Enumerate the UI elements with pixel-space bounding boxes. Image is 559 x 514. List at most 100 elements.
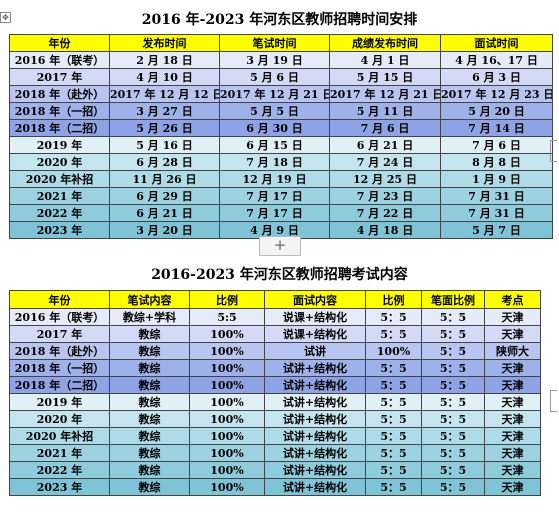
- column-header: 笔面比例: [421, 290, 485, 309]
- table-cell: 5 月 26 日: [109, 119, 220, 137]
- table-cell: 3 月 19 日: [219, 51, 330, 69]
- table-resize-handle-2[interactable]: [550, 390, 557, 412]
- table-cell: 5：5: [421, 444, 485, 462]
- table-cell: 5 月 6 日: [219, 68, 330, 86]
- table-cell: 2021 年: [9, 444, 110, 462]
- table-cell: 2017 年 12 月 23 日: [440, 85, 553, 103]
- table-row: 2021 年教综 100% 试讲+结构化 5：5 5：5 天津: [9, 444, 541, 462]
- table2-title: 2016-2023 年河东区教师招聘考试内容: [151, 267, 408, 283]
- table-cell: 天津: [484, 427, 541, 445]
- table-cell: 4 月 18 日: [329, 221, 441, 239]
- table-cell: 5 月 15 日: [329, 68, 441, 86]
- table-cell: 7 月 22 日: [329, 204, 441, 222]
- table-move-handle-icon[interactable]: ✥: [0, 12, 11, 23]
- table-cell: 教综: [109, 359, 190, 377]
- table-cell: 2018 年（赴外）: [9, 342, 110, 360]
- table-cell: 100%: [189, 478, 265, 496]
- table-cell: 6 月 3 日: [440, 68, 553, 86]
- table-cell: 7 月 31 日: [440, 187, 553, 205]
- column-header: 年份: [9, 34, 110, 52]
- table-cell: 2017 年 12 月 21 日: [219, 85, 330, 103]
- table-cell: 3 月 20 日: [109, 221, 220, 239]
- table-cell: 6 月 29 日: [109, 187, 220, 205]
- table-cell: 2020 年: [9, 410, 110, 428]
- table-row: 2019 年教综 100% 试讲+结构化 5：5 5：5 天津: [9, 393, 541, 411]
- table-cell: 4 月 10 日: [109, 68, 220, 86]
- table-row: 2023 年教综 100% 试讲+结构化 5：5 5：5 天津: [9, 478, 541, 496]
- table-cell: 5：5: [365, 461, 422, 479]
- column-header: 笔试内容: [109, 290, 190, 309]
- table-cell: 2018 年（赴外）: [9, 85, 110, 103]
- table-cell: 天津: [484, 393, 541, 411]
- table-cell: 4 月 9 日: [219, 221, 330, 239]
- table-cell: 100%: [365, 342, 422, 360]
- table-cell: 2019 年: [9, 136, 110, 154]
- table-cell: 100%: [189, 410, 265, 428]
- table-cell: 7 月 6 日: [440, 136, 553, 154]
- table-row: 2018 年（赴外） 教综 100% 试讲 100% 5：5 陕师大: [9, 342, 541, 360]
- table-cell: 教综: [109, 461, 190, 479]
- table-cell: 5：5: [365, 308, 422, 326]
- table-cell: 6 月 15 日: [219, 136, 330, 154]
- table-cell: 教综: [109, 444, 190, 462]
- table-cell: 5：5: [421, 376, 485, 394]
- table-cell: 4 月 16、17 日: [440, 51, 553, 69]
- table-cell: 100%: [189, 342, 265, 360]
- table-cell: 2020 年补招: [9, 170, 110, 188]
- table-cell: 试讲+结构化: [264, 359, 366, 377]
- table-cell: 6 月 28 日: [109, 153, 220, 171]
- column-header: 面试时间: [440, 34, 553, 52]
- table-cell: 5：5: [365, 393, 422, 411]
- table-cell: 1 月 9 日: [440, 170, 553, 188]
- table-cell: 6 月 21 日: [109, 204, 220, 222]
- table-cell: 2018 年（一招）: [9, 102, 110, 120]
- table-cell: 4 月 1 日: [329, 51, 441, 69]
- table-cell: 教综+学科: [109, 308, 190, 326]
- table-row: 2018 年（赴外） 2017 年 12 月 12 日 2017 年 12 月 21…: [9, 85, 553, 103]
- table-cell: 5：5: [421, 308, 485, 326]
- table-cell: 5：5: [421, 393, 485, 411]
- table-cell: 教综: [109, 325, 190, 343]
- add-row-button[interactable]: +: [259, 236, 301, 256]
- table-resize-handle[interactable]: [550, 140, 557, 162]
- table1-title: 2016 年-2023 年河东区教师招聘时间安排: [141, 12, 418, 28]
- table-cell: 5：5: [421, 427, 485, 445]
- table-cell: 6 月 30 日: [219, 119, 330, 137]
- table-cell: 试讲+结构化: [264, 410, 366, 428]
- table-cell: 天津: [484, 444, 541, 462]
- table-cell: 试讲+结构化: [264, 478, 366, 496]
- column-header: 年份: [9, 290, 110, 309]
- table-cell: 2021 年: [9, 187, 110, 205]
- table-cell: 试讲+结构化: [264, 393, 366, 411]
- table-cell: 5:5: [189, 308, 265, 326]
- table-cell: 天津: [484, 325, 541, 343]
- table-row: 2020 年教综 100% 试讲+结构化 5：5 5：5 天津: [9, 410, 541, 428]
- table-cell: 2017 年: [9, 68, 110, 86]
- table-cell: 2017 年 12 月 12 日: [109, 85, 220, 103]
- table-cell: 8 月 8 日: [440, 153, 553, 171]
- table-cell: 2022 年: [9, 461, 110, 479]
- column-header: 考点: [484, 290, 541, 309]
- table-cell: 100%: [189, 325, 265, 343]
- table-cell: 2018 年（二招）: [9, 376, 110, 394]
- column-header: 比例: [365, 290, 422, 309]
- table-cell: 2023 年: [9, 221, 110, 239]
- table-cell: 7 月 6 日: [329, 119, 441, 137]
- table-cell: 试讲+结构化: [264, 444, 366, 462]
- table-cell: 2020 年: [9, 153, 110, 171]
- table-cell: 试讲+结构化: [264, 461, 366, 479]
- exam-content-table: 年份 笔试内容 比例 面试内容 比例 笔面比例 考点 2016 年（联考） 教综+学科 5:5 说…: [9, 290, 541, 496]
- table-cell: 5：5: [365, 376, 422, 394]
- table-cell: 7 月 31 日: [440, 204, 553, 222]
- table-cell: 12 月 19 日: [219, 170, 330, 188]
- table-cell: 5 月 7 日: [440, 221, 553, 239]
- table-cell: 天津: [484, 461, 541, 479]
- table-cell: 2018 年（二招）: [9, 119, 110, 137]
- table-cell: 天津: [484, 376, 541, 394]
- table-cell: 5：5: [421, 342, 485, 360]
